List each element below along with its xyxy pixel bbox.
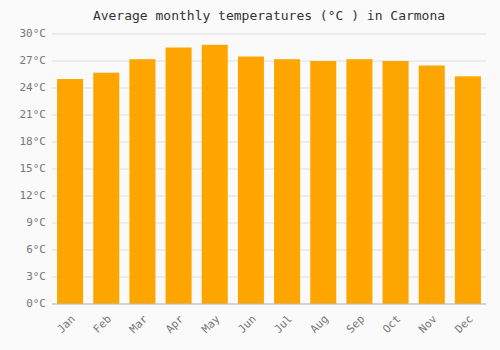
x-tick-label: Apr — [163, 312, 187, 336]
x-tick-label: Sep — [344, 313, 367, 336]
x-tick-label: Jun — [235, 313, 258, 336]
chart: 0°C 3°C 6°C 9°C 12°C 15°C 18°C 21°C 24°C 27°C 30°C… — [0, 0, 500, 350]
bar — [238, 57, 264, 305]
x-tick-label: Jul — [272, 313, 295, 336]
y-tick-label: 27°C — [20, 54, 47, 67]
y-tick-label: 6°C — [26, 243, 46, 256]
y-tick-label: 21°C — [20, 108, 47, 121]
grid — [52, 34, 486, 304]
bar — [310, 61, 336, 304]
x-tick-label: Oct — [380, 313, 403, 336]
y-tick-label: 9°C — [26, 216, 46, 229]
bar — [455, 76, 481, 304]
x-axis-line — [52, 304, 486, 305]
bar — [166, 48, 192, 305]
y-tick-label: 18°C — [20, 135, 47, 148]
y-tick-label: 3°C — [26, 270, 46, 283]
x-tick-label: Nov — [416, 312, 440, 336]
x-tick-label: Dec — [452, 313, 475, 336]
x-tick-label: May — [199, 312, 223, 336]
bar — [419, 66, 445, 305]
y-tick-label: 30°C — [20, 27, 47, 40]
grid-line — [52, 304, 486, 305]
x-tick-label: Mar — [127, 312, 151, 336]
bars — [57, 45, 481, 304]
grid-line — [52, 61, 486, 62]
bar — [93, 73, 119, 304]
x-tick-label: Aug — [308, 313, 331, 336]
background — [0, 0, 500, 350]
bar — [57, 79, 83, 304]
bar — [346, 59, 372, 304]
bar — [383, 61, 409, 304]
grid-line — [52, 34, 486, 35]
title: Average monthly temperatures (°C ) in Ca… — [93, 8, 445, 23]
y-tick-label: 15°C — [20, 162, 47, 175]
x-tick-label: Feb — [91, 313, 114, 336]
y-tick-label: 24°C — [20, 81, 47, 94]
bar — [129, 59, 155, 304]
x-tick-label: Jan — [55, 313, 78, 336]
bar — [202, 45, 228, 304]
y-tick-label: 12°C — [20, 189, 47, 202]
bar — [274, 59, 300, 304]
y-tick-label: 0°C — [26, 297, 46, 310]
page: {"chart_data": {"type": "bar", "title": … — [0, 0, 500, 350]
